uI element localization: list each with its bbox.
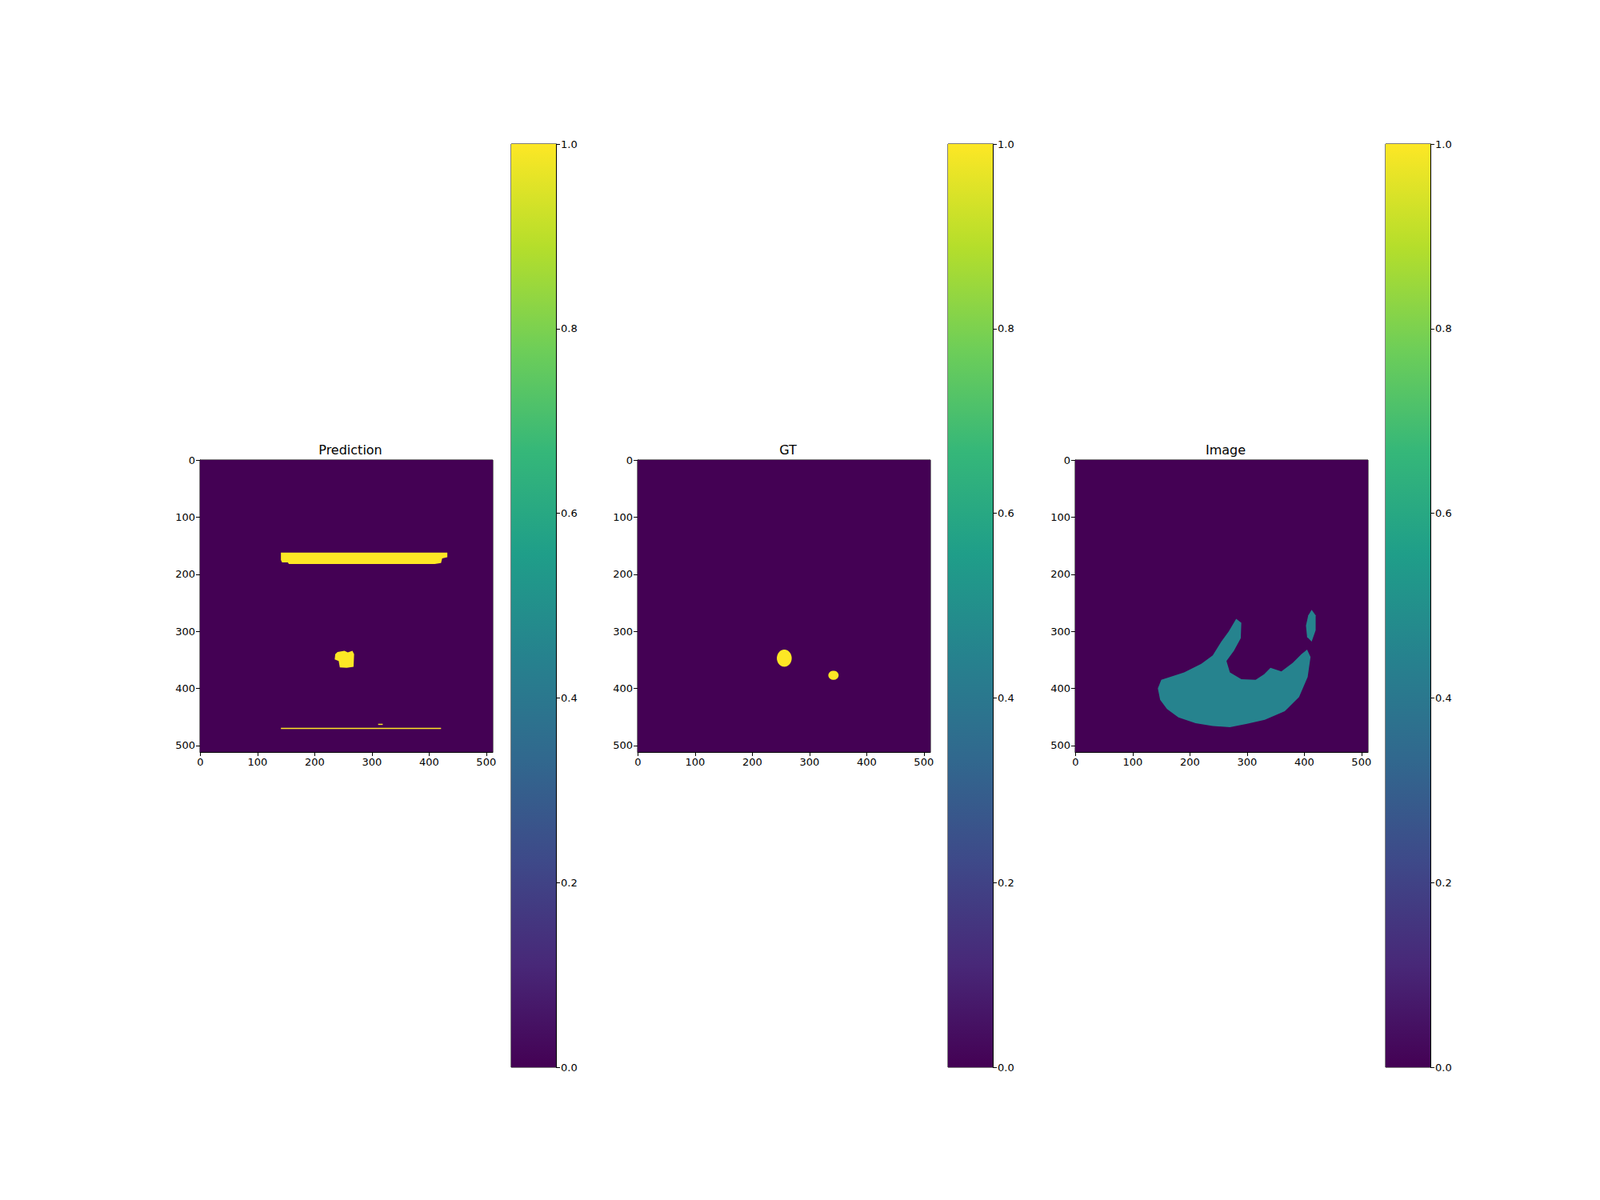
svg-text:0.0: 0.0 xyxy=(1435,1061,1452,1074)
svg-text:1.0: 1.0 xyxy=(560,138,578,151)
svg-text:0.6: 0.6 xyxy=(1435,507,1452,520)
svg-text:200: 200 xyxy=(1050,568,1071,580)
svg-text:500: 500 xyxy=(913,756,934,768)
svg-text:300: 300 xyxy=(612,625,633,638)
svg-text:0.0: 0.0 xyxy=(997,1061,1015,1074)
svg-text:400: 400 xyxy=(1294,756,1315,768)
svg-text:500: 500 xyxy=(612,739,633,752)
svg-text:400: 400 xyxy=(856,756,877,768)
svg-text:400: 400 xyxy=(612,682,633,695)
svg-text:0.6: 0.6 xyxy=(560,507,578,520)
svg-text:400: 400 xyxy=(1050,682,1071,695)
svg-text:0: 0 xyxy=(1072,756,1079,768)
svg-text:100: 100 xyxy=(612,511,633,524)
svg-text:0: 0 xyxy=(626,454,633,467)
svg-text:300: 300 xyxy=(175,625,196,638)
svg-text:500: 500 xyxy=(1050,739,1071,752)
svg-text:500: 500 xyxy=(476,756,496,768)
svg-text:500: 500 xyxy=(175,739,196,752)
svg-text:0.2: 0.2 xyxy=(560,876,578,889)
svg-text:100: 100 xyxy=(684,756,705,768)
svg-text:200: 200 xyxy=(1180,756,1200,768)
svg-text:0.8: 0.8 xyxy=(560,322,578,335)
svg-text:0.8: 0.8 xyxy=(1435,322,1452,335)
svg-text:300: 300 xyxy=(799,756,820,768)
svg-text:200: 200 xyxy=(175,568,196,580)
svg-text:0.4: 0.4 xyxy=(997,692,1015,704)
svg-text:0: 0 xyxy=(196,756,204,768)
svg-text:0.0: 0.0 xyxy=(560,1061,578,1074)
svg-text:300: 300 xyxy=(1050,625,1071,638)
svg-text:100: 100 xyxy=(1050,511,1071,524)
svg-text:300: 300 xyxy=(1236,756,1257,768)
svg-text:0.4: 0.4 xyxy=(560,692,578,704)
svg-text:400: 400 xyxy=(419,756,440,768)
svg-text:500: 500 xyxy=(1351,756,1372,768)
svg-text:GT: GT xyxy=(779,442,797,458)
svg-text:1.0: 1.0 xyxy=(1435,138,1452,151)
svg-text:200: 200 xyxy=(742,756,763,768)
svg-text:300: 300 xyxy=(361,756,382,768)
svg-text:400: 400 xyxy=(175,682,196,695)
svg-text:Prediction: Prediction xyxy=(318,442,382,458)
svg-text:200: 200 xyxy=(612,568,633,580)
svg-text:0: 0 xyxy=(1064,454,1071,467)
svg-text:1.0: 1.0 xyxy=(997,138,1015,151)
svg-text:100: 100 xyxy=(247,756,268,768)
svg-text:0: 0 xyxy=(188,454,196,467)
svg-text:0.2: 0.2 xyxy=(1435,876,1452,889)
svg-text:0: 0 xyxy=(634,756,641,768)
svg-text:0.4: 0.4 xyxy=(1435,692,1452,704)
svg-text:Image: Image xyxy=(1205,442,1246,458)
svg-text:0.8: 0.8 xyxy=(997,322,1015,335)
svg-text:200: 200 xyxy=(304,756,325,768)
svg-text:100: 100 xyxy=(1122,756,1143,768)
svg-text:0.6: 0.6 xyxy=(997,507,1015,520)
svg-text:0.2: 0.2 xyxy=(997,876,1015,889)
svg-text:100: 100 xyxy=(175,511,196,524)
